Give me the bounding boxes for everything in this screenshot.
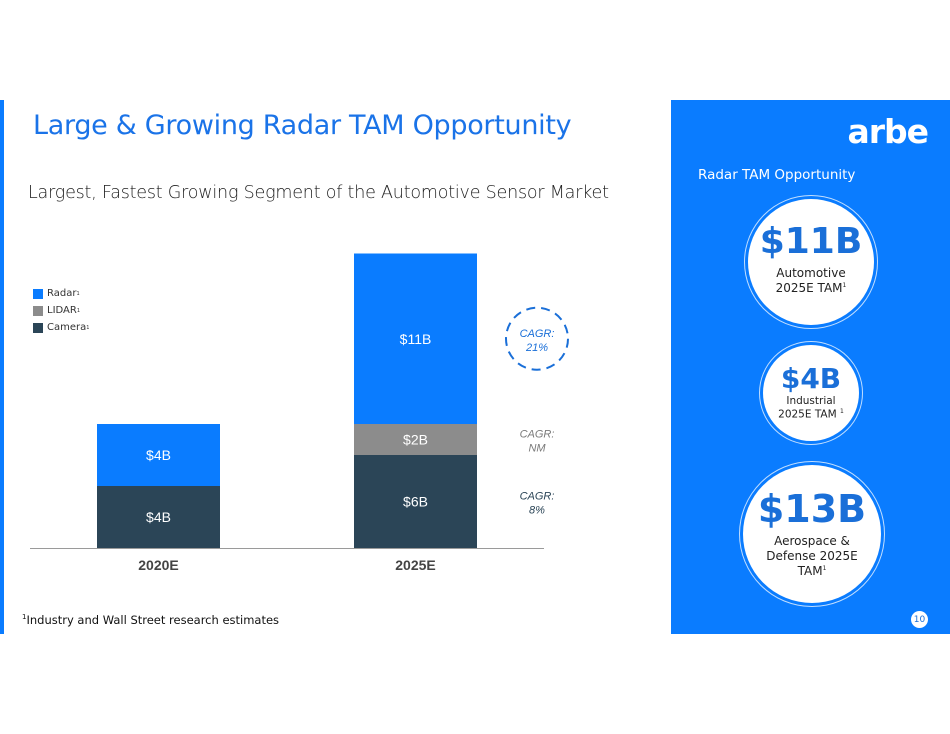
cagr-label: CAGR: xyxy=(520,491,555,503)
bar-camera-2025e xyxy=(354,455,477,548)
tam-label: Aerospace & Defense 2025E TAM1 xyxy=(766,534,857,579)
arbe-logo: arbe xyxy=(847,112,929,151)
cagr-label: CAGR: xyxy=(520,429,555,441)
tam-value: $13B xyxy=(757,486,867,531)
legend-sup: 1 xyxy=(76,307,81,314)
tam-circle-aerospace-defense: $13B Aerospace & Defense 2025E TAM1 xyxy=(743,465,881,603)
bar-radar-2025e xyxy=(354,253,477,424)
cagr-dashed-circle xyxy=(505,306,569,371)
data-label: $4B xyxy=(146,509,171,525)
tam-sup: 1 xyxy=(840,407,844,415)
tam-label-line: Defense 2025E xyxy=(766,548,858,563)
legend-swatch-radar xyxy=(33,288,43,299)
x-tick-label: 2020E xyxy=(138,557,178,573)
tam-value: $4B xyxy=(780,361,842,395)
cagr-value: 8% xyxy=(529,505,545,517)
tam-sup: 1 xyxy=(842,282,847,289)
bar-radar-2020e xyxy=(97,424,220,486)
legend-label-radar: Radar xyxy=(47,288,77,299)
tam-label-line: TAM xyxy=(797,563,823,578)
legend-label-camera: Camera xyxy=(47,322,87,333)
tam-label-line: 2025E TAM xyxy=(778,408,841,421)
cagr-value: NM xyxy=(528,443,546,455)
footnote-text: Industry and Wall Street research estima… xyxy=(26,613,280,627)
legend-item-lidar: LIDAR 1 xyxy=(33,302,89,319)
tam-panel: arbe Radar TAM Opportunity $11B Automoti… xyxy=(671,100,950,634)
tam-label-line: Industrial xyxy=(786,394,836,407)
tam-value: $11B xyxy=(759,221,863,262)
legend-item-camera: Camera 1 xyxy=(33,319,89,336)
tam-label-line: 2025E TAM xyxy=(775,281,843,295)
data-label: $2B xyxy=(403,432,428,448)
legend-swatch-lidar xyxy=(33,305,43,316)
tam-label: Industrial 2025E TAM 1 xyxy=(778,395,844,422)
legend-label-lidar: LIDAR xyxy=(47,305,77,316)
legend-sup: 1 xyxy=(86,324,90,331)
page-number: 10 xyxy=(911,611,928,628)
tam-label: Automotive 2025E TAM1 xyxy=(776,266,847,296)
data-label: $4B xyxy=(146,447,171,463)
x-tick-label: 2025E xyxy=(395,557,435,573)
data-label: $6B xyxy=(403,494,428,510)
tam-sup: 1 xyxy=(822,564,827,572)
cagr-value: 21% xyxy=(525,342,548,354)
bar-camera-2020e xyxy=(97,486,220,548)
chart-legend: Radar 1 LIDAR 1 Camera 1 xyxy=(33,285,89,336)
legend-sup: 1 xyxy=(76,290,80,297)
tam-label-line: Aerospace & xyxy=(774,533,850,548)
chart-subtitle: Largest, Fastest Growing Segment of the … xyxy=(28,183,609,203)
tam-circle-automotive: $11B Automotive 2025E TAM1 xyxy=(748,199,874,325)
footnote: 1Industry and Wall Street research estim… xyxy=(22,613,279,627)
tam-label-line: Automotive xyxy=(776,266,846,280)
data-label: $11B xyxy=(400,331,432,347)
bar-lidar-2025e xyxy=(354,424,477,455)
slide-title: Large & Growing Radar TAM Opportunity xyxy=(33,110,572,141)
left-accent-bar xyxy=(0,100,4,634)
cagr-label: CAGR: xyxy=(520,328,555,340)
legend-item-radar: Radar 1 xyxy=(33,285,89,302)
legend-swatch-camera xyxy=(33,322,43,333)
footnote-marker: 1 xyxy=(22,613,27,622)
tam-circle-industrial: $4B Industrial 2025E TAM 1 xyxy=(763,345,859,441)
panel-title: Radar TAM Opportunity xyxy=(698,167,856,183)
